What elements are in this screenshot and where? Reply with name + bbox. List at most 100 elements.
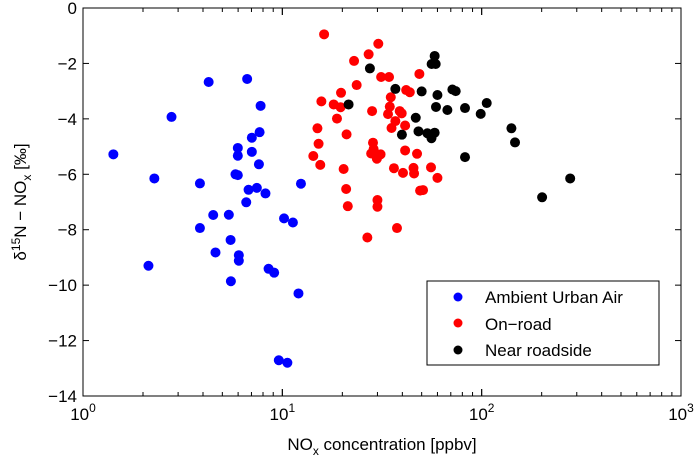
data-point-ambient bbox=[295, 178, 306, 189]
data-point-onroad bbox=[426, 162, 437, 173]
data-point-ambient bbox=[243, 184, 254, 195]
data-point-ambient bbox=[232, 170, 243, 181]
y-tick-label: 0 bbox=[68, 0, 77, 18]
data-point-roadside bbox=[506, 123, 517, 134]
data-point-roadside bbox=[537, 192, 548, 203]
data-point-roadside bbox=[343, 99, 354, 110]
data-point-onroad bbox=[308, 150, 319, 161]
data-point-onroad bbox=[316, 96, 327, 107]
y-tick-label: −6 bbox=[58, 165, 77, 184]
data-point-onroad bbox=[312, 123, 323, 134]
data-point-ambient bbox=[210, 247, 221, 258]
x-tick-label: 102 bbox=[469, 401, 495, 424]
legend-marker-ambient bbox=[453, 292, 463, 302]
data-point-onroad bbox=[412, 148, 423, 159]
legend-label-ambient: Ambient Urban Air bbox=[485, 288, 623, 307]
data-point-onroad bbox=[363, 49, 374, 60]
legend-label-onroad: On−road bbox=[485, 315, 552, 334]
data-point-onroad bbox=[385, 92, 396, 103]
tick-labels: 100 101 102 103 0 −2 −4 −6 −8 −10 −12 −14 bbox=[48, 0, 694, 424]
data-point-ambient bbox=[149, 173, 160, 184]
data-point-onroad bbox=[336, 87, 347, 98]
data-point-roadside bbox=[416, 86, 427, 97]
legend-marker-roadside bbox=[453, 345, 463, 355]
x-tick-label: 103 bbox=[668, 401, 694, 424]
data-point-ambient bbox=[194, 178, 205, 189]
data-point-ambient bbox=[241, 197, 252, 208]
data-point-ambient bbox=[233, 255, 244, 266]
data-point-onroad bbox=[384, 101, 395, 112]
data-point-roadside bbox=[475, 108, 486, 119]
data-point-onroad bbox=[331, 113, 342, 124]
plot-area-frame bbox=[82, 7, 682, 397]
data-point-roadside bbox=[450, 86, 461, 97]
y-tick-label: −8 bbox=[58, 221, 77, 240]
data-point-ambient bbox=[232, 142, 243, 153]
data-point-roadside bbox=[430, 58, 441, 69]
data-point-onroad bbox=[371, 153, 382, 164]
data-point-ambient bbox=[253, 159, 264, 170]
data-point-onroad bbox=[341, 183, 352, 194]
data-point-onroad bbox=[414, 68, 425, 79]
data-point-roadside bbox=[442, 104, 453, 115]
legend-marker-onroad bbox=[453, 318, 463, 328]
data-point-onroad bbox=[338, 164, 349, 175]
data-point-onroad bbox=[315, 159, 326, 170]
data-point-onroad bbox=[367, 106, 378, 117]
data-point-ambient bbox=[254, 127, 265, 138]
data-point-roadside bbox=[565, 173, 576, 184]
data-point-onroad bbox=[341, 129, 352, 140]
data-point-roadside bbox=[390, 83, 401, 94]
data-point-onroad bbox=[313, 138, 324, 149]
data-points bbox=[108, 29, 576, 368]
data-point-ambient bbox=[246, 146, 257, 157]
x-tick-label: 100 bbox=[70, 401, 96, 424]
data-point-ambient bbox=[194, 223, 205, 234]
data-point-onroad bbox=[404, 87, 415, 98]
data-point-ambient bbox=[203, 76, 214, 87]
data-point-onroad bbox=[376, 72, 387, 83]
data-point-ambient bbox=[223, 209, 234, 220]
y-tick-label: −14 bbox=[48, 387, 77, 406]
data-point-onroad bbox=[335, 102, 346, 113]
data-point-onroad bbox=[384, 72, 395, 83]
data-point-roadside bbox=[429, 50, 440, 61]
data-point-ambient bbox=[269, 267, 280, 278]
data-point-ambient bbox=[143, 260, 154, 271]
data-point-ambient bbox=[255, 100, 266, 111]
y-tick-label: −10 bbox=[48, 276, 77, 295]
data-point-onroad bbox=[362, 232, 373, 243]
data-point-roadside bbox=[413, 126, 424, 137]
y-tick-label: −2 bbox=[58, 54, 77, 73]
legend-label-roadside: Near roadside bbox=[485, 341, 592, 360]
data-point-ambient bbox=[287, 217, 298, 228]
data-point-onroad bbox=[373, 38, 384, 49]
data-point-onroad bbox=[432, 172, 443, 183]
data-point-ambient bbox=[232, 150, 243, 161]
data-point-ambient bbox=[246, 132, 257, 143]
data-point-onroad bbox=[418, 185, 429, 196]
y-tick-label: −4 bbox=[58, 110, 77, 129]
data-point-onroad bbox=[383, 109, 394, 120]
data-point-ambient bbox=[273, 355, 284, 366]
data-point-onroad bbox=[386, 123, 397, 134]
data-point-ambient bbox=[225, 276, 236, 287]
data-point-roadside bbox=[510, 137, 521, 148]
data-point-onroad bbox=[397, 167, 408, 178]
data-point-roadside bbox=[396, 129, 407, 140]
data-point-onroad bbox=[342, 201, 353, 212]
data-point-onroad bbox=[409, 168, 420, 179]
data-point-roadside bbox=[364, 63, 375, 74]
data-point-ambient bbox=[293, 288, 304, 299]
data-point-roadside bbox=[430, 101, 441, 112]
y-axis-label: δ15N − NOx [‰] bbox=[9, 143, 34, 260]
data-point-onroad bbox=[396, 108, 407, 119]
data-point-ambient bbox=[279, 213, 290, 224]
data-point-roadside bbox=[426, 133, 437, 144]
x-tick-label: 101 bbox=[270, 401, 296, 424]
data-point-ambient bbox=[242, 73, 253, 84]
data-point-onroad bbox=[391, 223, 402, 234]
data-point-onroad bbox=[388, 163, 399, 174]
